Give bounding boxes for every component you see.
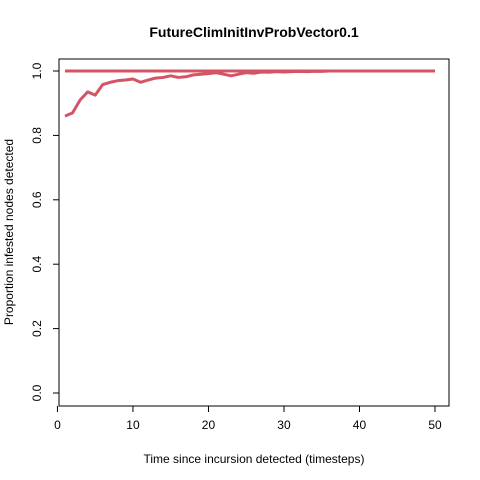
x-tick-label: 10 <box>126 418 140 432</box>
series-line-2 <box>64 69 435 118</box>
y-tick-label: 0.2 <box>30 320 44 337</box>
y-tick-label: 0.4 <box>30 256 44 273</box>
x-axis: 0 10 20 30 40 50 <box>54 406 442 432</box>
x-tick-label: 50 <box>428 418 442 432</box>
x-axis-label: Time since incursion detected (timesteps… <box>144 452 365 466</box>
y-tick-label: 0.6 <box>30 191 44 208</box>
x-tick-label: 40 <box>353 418 367 432</box>
x-tick-label: 20 <box>202 418 216 432</box>
y-axis: 0.0 0.2 0.4 0.6 0.8 1.0 <box>30 62 59 401</box>
y-tick-label: 1.0 <box>30 62 44 79</box>
plot-frame <box>58 58 450 407</box>
x-tick-label: 0 <box>54 418 61 432</box>
y-tick-label: 0.0 <box>30 384 44 401</box>
chart-title: FutureClimInitInvProbVector0.1 <box>149 24 358 40</box>
y-tick-label: 0.8 <box>30 127 44 144</box>
y-axis-label: Proportion infested nodes detected <box>2 139 16 325</box>
series-layer <box>64 69 435 118</box>
x-tick-label: 30 <box>277 418 291 432</box>
